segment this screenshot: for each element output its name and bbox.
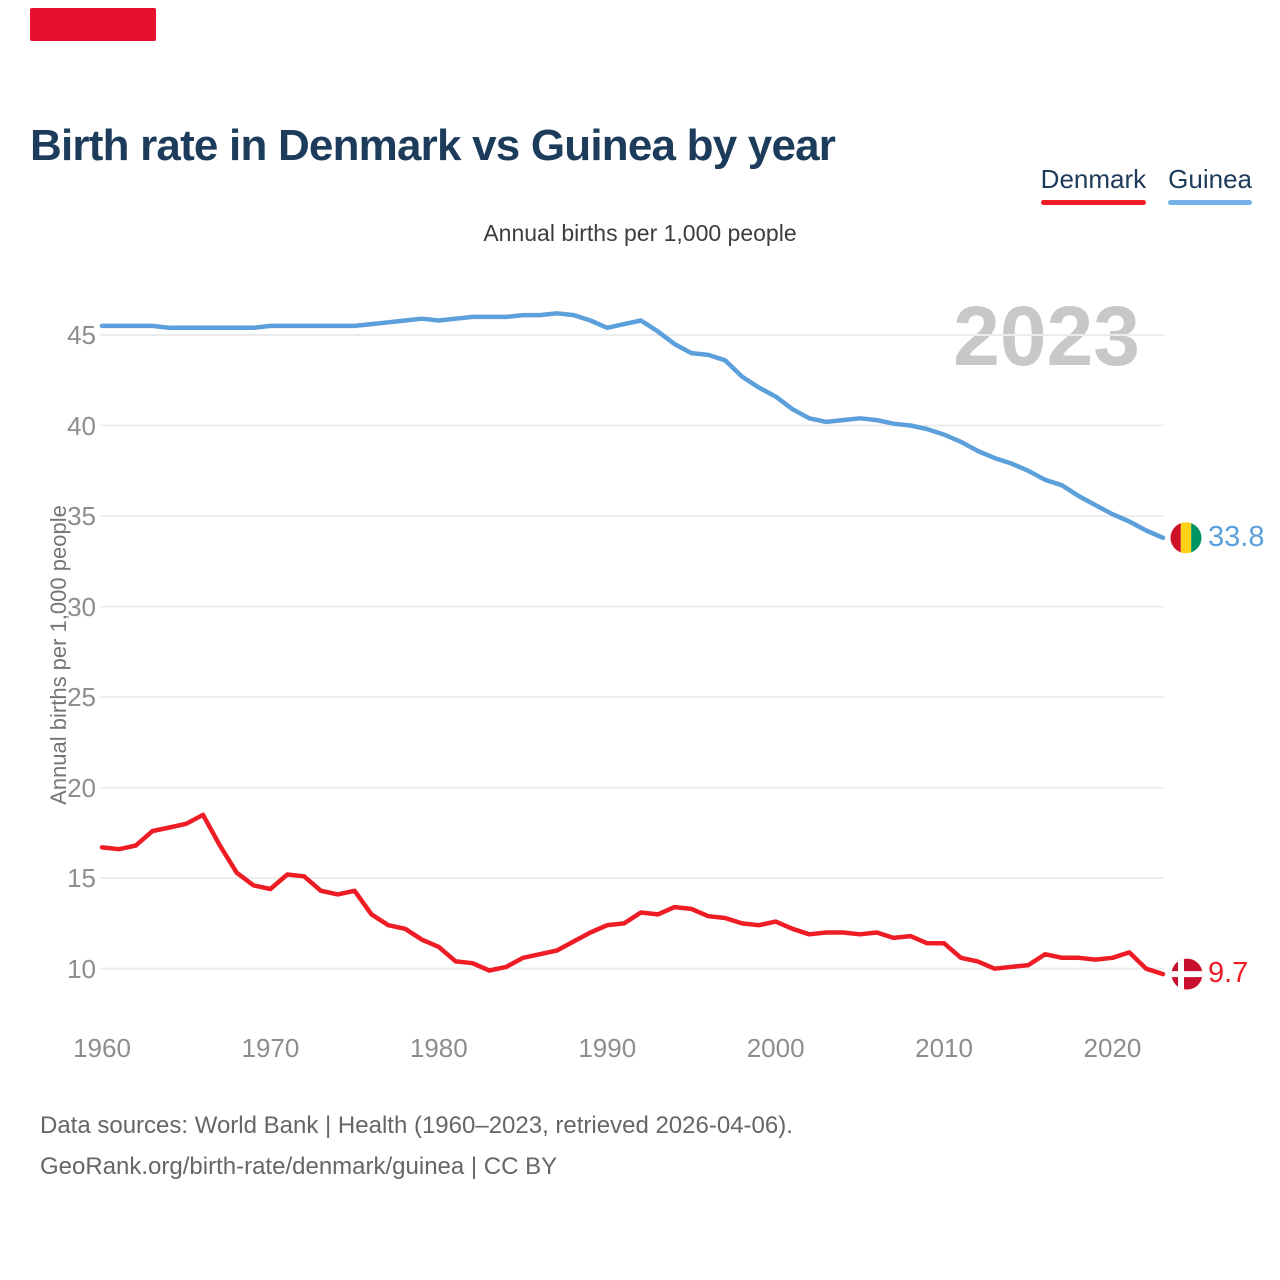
brand-logo-bar	[30, 8, 156, 41]
legend-label-guinea: Guinea	[1168, 164, 1252, 194]
footer-sources-line: Data sources: World Bank | Health (1960–…	[40, 1112, 793, 1139]
legend: Denmark Guinea	[1040, 164, 1252, 205]
y-tick-label: 30	[67, 591, 96, 622]
legend-label-denmark: Denmark	[1040, 164, 1147, 194]
x-tick-label: 2010	[915, 1033, 973, 1063]
y-tick-label: 40	[67, 410, 96, 441]
guinea-value-label: 33.8	[1208, 521, 1265, 553]
y-tick-label: 15	[67, 863, 96, 894]
y-tick-label: 45	[67, 320, 96, 350]
x-tick-label: 1990	[578, 1033, 637, 1063]
denmark-flag-icon	[1171, 958, 1203, 990]
legend-item-denmark[interactable]: Denmark	[1040, 164, 1147, 205]
legend-item-guinea[interactable]: Guinea	[1168, 164, 1252, 205]
y-tick-label: 25	[67, 682, 96, 713]
footer-link-line: GeoRank.org/birth-rate/denmark/guinea | …	[40, 1153, 558, 1180]
y-tick-label: 10	[67, 953, 96, 984]
legend-underline-denmark	[1040, 200, 1147, 205]
guinea-flag-icon	[1170, 522, 1202, 554]
year-watermark: 2023	[953, 289, 1140, 383]
x-tick-label: 1980	[409, 1033, 468, 1063]
denmark-line	[99, 812, 1166, 977]
x-tick-label: 1970	[241, 1033, 300, 1063]
chart-canvas	[99, 311, 1203, 990]
footer: Data sources: World Bank | Health (1960–…	[40, 1105, 793, 1187]
denmark-value-label: 9.7	[1208, 957, 1249, 989]
legend-underline-guinea	[1168, 200, 1252, 205]
y-tick-label: 20	[67, 772, 96, 803]
x-tick-label: 2020	[1083, 1033, 1142, 1063]
page-title: Birth rate in Denmark vs Guinea by year	[30, 121, 836, 171]
y-tick-label: 35	[67, 501, 96, 532]
x-tick-label: 1960	[73, 1033, 131, 1063]
x-tick-label: 2000	[746, 1033, 805, 1063]
chart-subtitle: Annual births per 1,000 people	[483, 220, 797, 246]
